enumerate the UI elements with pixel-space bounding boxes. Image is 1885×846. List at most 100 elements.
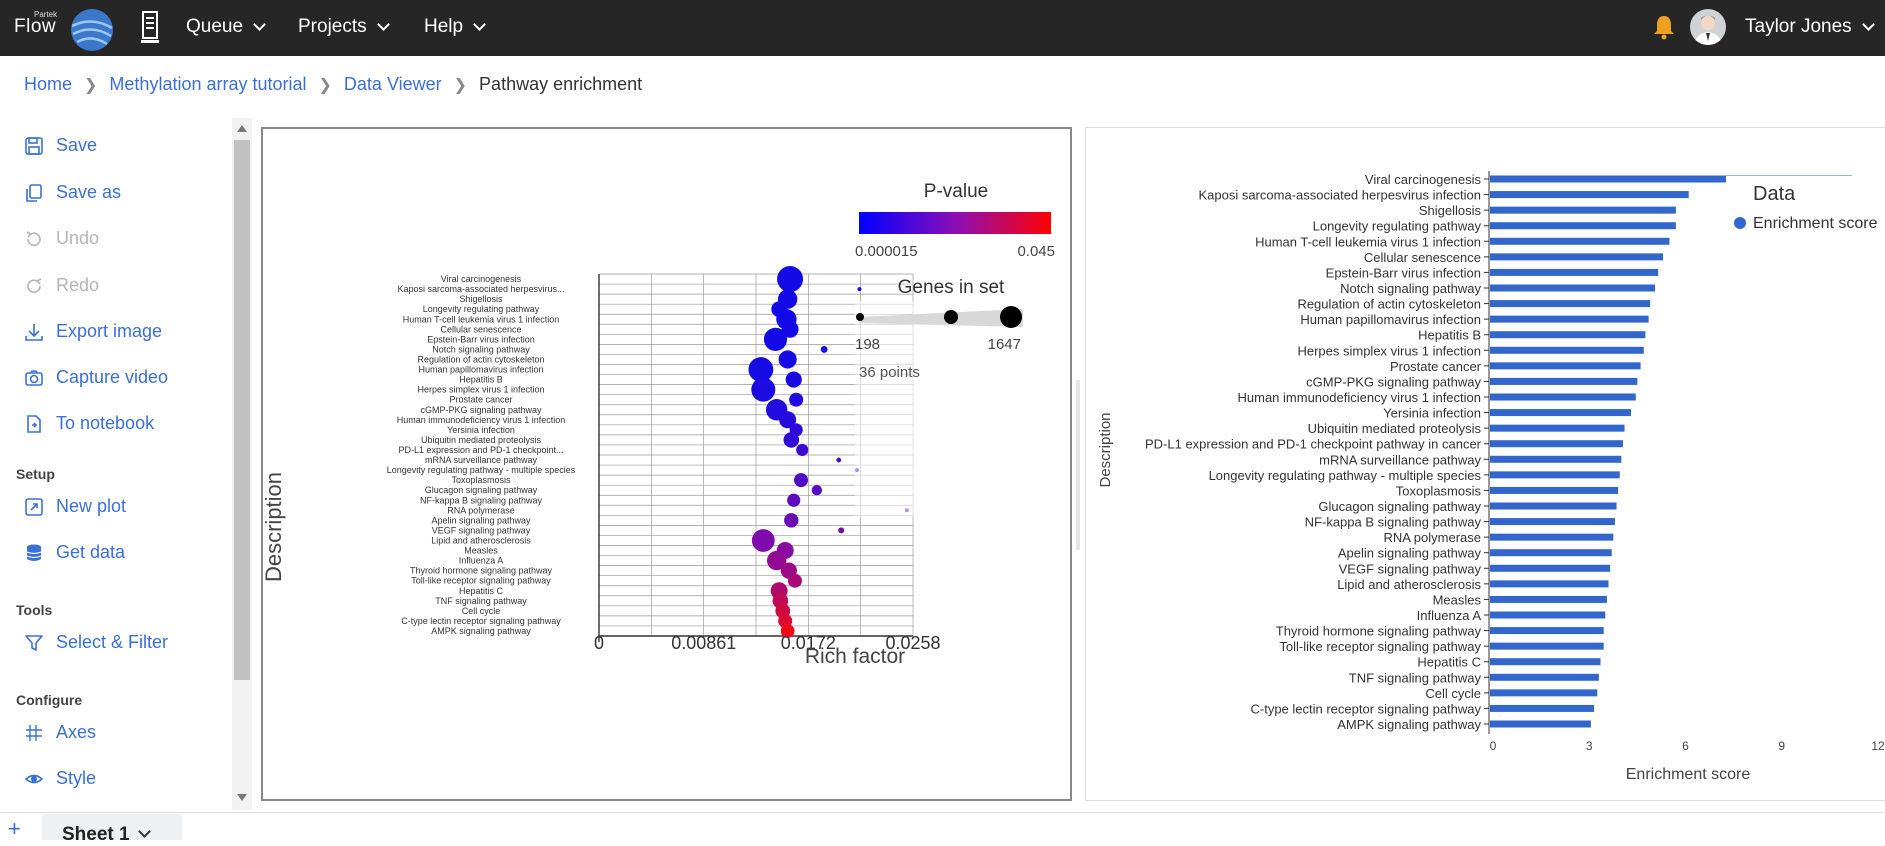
bar-category-label: Kaposi sarcoma-associated herpesvirus in… (1198, 188, 1481, 203)
bar-x-tick-label: 12 (1871, 739, 1885, 753)
nav-projects[interactable]: Projects (298, 16, 390, 38)
server-icon[interactable] (140, 10, 160, 46)
bar (1490, 300, 1651, 308)
size-legend-bg (855, 301, 1023, 517)
scroll-down-arrow-icon[interactable] (237, 794, 247, 801)
undo-button[interactable]: Undo (24, 228, 99, 249)
bar-legend: Data Enrichment score (1726, 176, 1885, 232)
save-button[interactable]: Save (24, 135, 97, 156)
sheet-tab[interactable]: Sheet 1 (42, 814, 182, 845)
get-data-button[interactable]: Get data (24, 542, 125, 563)
new-plot-button[interactable]: New plot (24, 496, 126, 517)
color-gradient-bar (859, 212, 1051, 234)
bar-category-label: Yersinia infection (1383, 406, 1481, 421)
select-filter-button[interactable]: Select & Filter (24, 632, 168, 653)
bar-category-label: cGMP-PKG signaling pathway (1306, 374, 1481, 389)
avatar[interactable] (1690, 9, 1726, 45)
redo-icon (27, 277, 42, 293)
chevron-down-icon (376, 18, 390, 31)
copy-icon (26, 183, 42, 202)
bar-y-axis-title: Description (1097, 412, 1114, 487)
panel-splitter[interactable] (1076, 380, 1080, 550)
breadcrumb-project[interactable]: Methylation array tutorial (109, 74, 307, 94)
breadcrumb-data-viewer[interactable]: Data Viewer (343, 74, 442, 94)
to-notebook-button[interactable]: To notebook (24, 413, 154, 434)
category-label: Apelin signaling pathway (431, 515, 531, 525)
logo-globe-icon (71, 9, 113, 51)
bar-category-label: Cellular senescence (1364, 250, 1481, 265)
sidebar-scroll-thumb[interactable] (234, 140, 250, 680)
bar-category-label: C-type lectin receptor signaling pathway (1250, 701, 1481, 716)
size-legend: Genes in set 198 1647 36 points (855, 277, 1023, 517)
scroll-up-arrow-icon[interactable] (237, 125, 247, 132)
nav-queue[interactable]: Queue (186, 16, 266, 38)
color-legend: P-value 0.000015 0.045 (855, 181, 1055, 260)
breadcrumb-current: Pathway enrichment (479, 74, 643, 94)
capture-video-button[interactable]: Capture video (24, 367, 168, 388)
bar-chart-panel[interactable]: Viral carcinogenesis Kaposi sarcoma-assoc… (1085, 127, 1885, 801)
bubble-point (780, 624, 795, 638)
grid-icon (26, 724, 42, 741)
category-label: cGMP-PKG signaling pathway (420, 405, 542, 415)
bar (1490, 284, 1656, 292)
category-label: Regulation of actin cytoskeleton (417, 354, 544, 364)
bar-category-label: Apelin signaling pathway (1338, 546, 1482, 561)
category-label: RNA polymerase (447, 505, 515, 515)
bubble-point (857, 287, 862, 292)
bar-category-label: Viral carcinogenesis (1365, 172, 1482, 187)
bar-category-label: Thyroid hormone signaling pathway (1276, 624, 1482, 639)
bar (1490, 440, 1623, 448)
bar-category-label: Toxoplasmosis (1396, 483, 1482, 498)
sidebar: Save Save as Undo Redo Export image Capt… (0, 118, 230, 810)
nav-help[interactable]: Help (424, 16, 486, 38)
save-icon (25, 136, 43, 155)
bubble-point (811, 484, 823, 496)
notebook-icon (27, 414, 41, 433)
undo-label: Undo (56, 228, 100, 248)
x-tick-labels: 0 0.00861 0.0172 0.0258 (594, 633, 941, 653)
eye-icon (24, 774, 44, 783)
add-sheet-button[interactable]: + (8, 816, 21, 841)
bar-category-label: Measles (1433, 592, 1482, 607)
redo-button[interactable]: Redo (24, 275, 99, 296)
configure-section-title: Configure (16, 692, 83, 708)
style-button[interactable]: Style (24, 768, 96, 789)
category-label: TNF signaling pathway (435, 596, 527, 606)
bar (1490, 409, 1631, 417)
bubble-point (820, 346, 828, 353)
size-legend-title: Genes in set (898, 277, 1005, 298)
user-name-label: Taylor Jones (1745, 16, 1852, 37)
axes-button[interactable]: Axes (24, 722, 96, 743)
bubble-point (751, 529, 775, 552)
color-legend-max: 0.045 (1017, 243, 1055, 260)
category-label: Shigellosis (459, 294, 503, 304)
export-image-button[interactable]: Export image (24, 321, 162, 342)
bar-category-label: Epstein-Barr virus infection (1326, 265, 1481, 280)
color-legend-min: 0.000015 (855, 243, 918, 260)
bar-category-label: Herpes simplex virus 1 infection (1297, 343, 1481, 358)
save-as-button[interactable]: Save as (24, 182, 121, 203)
new-plot-label: New plot (56, 496, 127, 516)
bar-x-tick-label: 0 (1490, 739, 1497, 753)
category-label: Hepatitis C (459, 586, 504, 596)
bubble-point (838, 527, 845, 534)
logo-small-text: Partek (34, 10, 58, 19)
bubble-plot-panel[interactable]: Viral carcinogenesis Kaposi sarcoma-assoc… (261, 127, 1072, 801)
category-label: mRNA surveillance pathway (425, 455, 538, 465)
bar (1490, 580, 1609, 588)
bar (1490, 533, 1614, 541)
bar-legend-bg (1726, 176, 1885, 232)
user-menu[interactable]: Taylor Jones (1745, 16, 1875, 38)
bar (1490, 704, 1595, 712)
category-label: Cellular senescence (440, 324, 521, 334)
bar-category-label: Human immunodeficiency virus 1 infection (1238, 390, 1482, 405)
breadcrumb-home[interactable]: Home (24, 74, 73, 94)
bubble-point (783, 432, 800, 448)
category-label: Glucagon signaling pathway (425, 485, 538, 495)
category-label: Viral carcinogenesis (441, 274, 522, 284)
bell-icon[interactable] (1652, 14, 1676, 40)
partek-flow-logo[interactable]: Partek Flow (12, 4, 116, 52)
bar-category-label: Cell cycle (1425, 686, 1481, 701)
